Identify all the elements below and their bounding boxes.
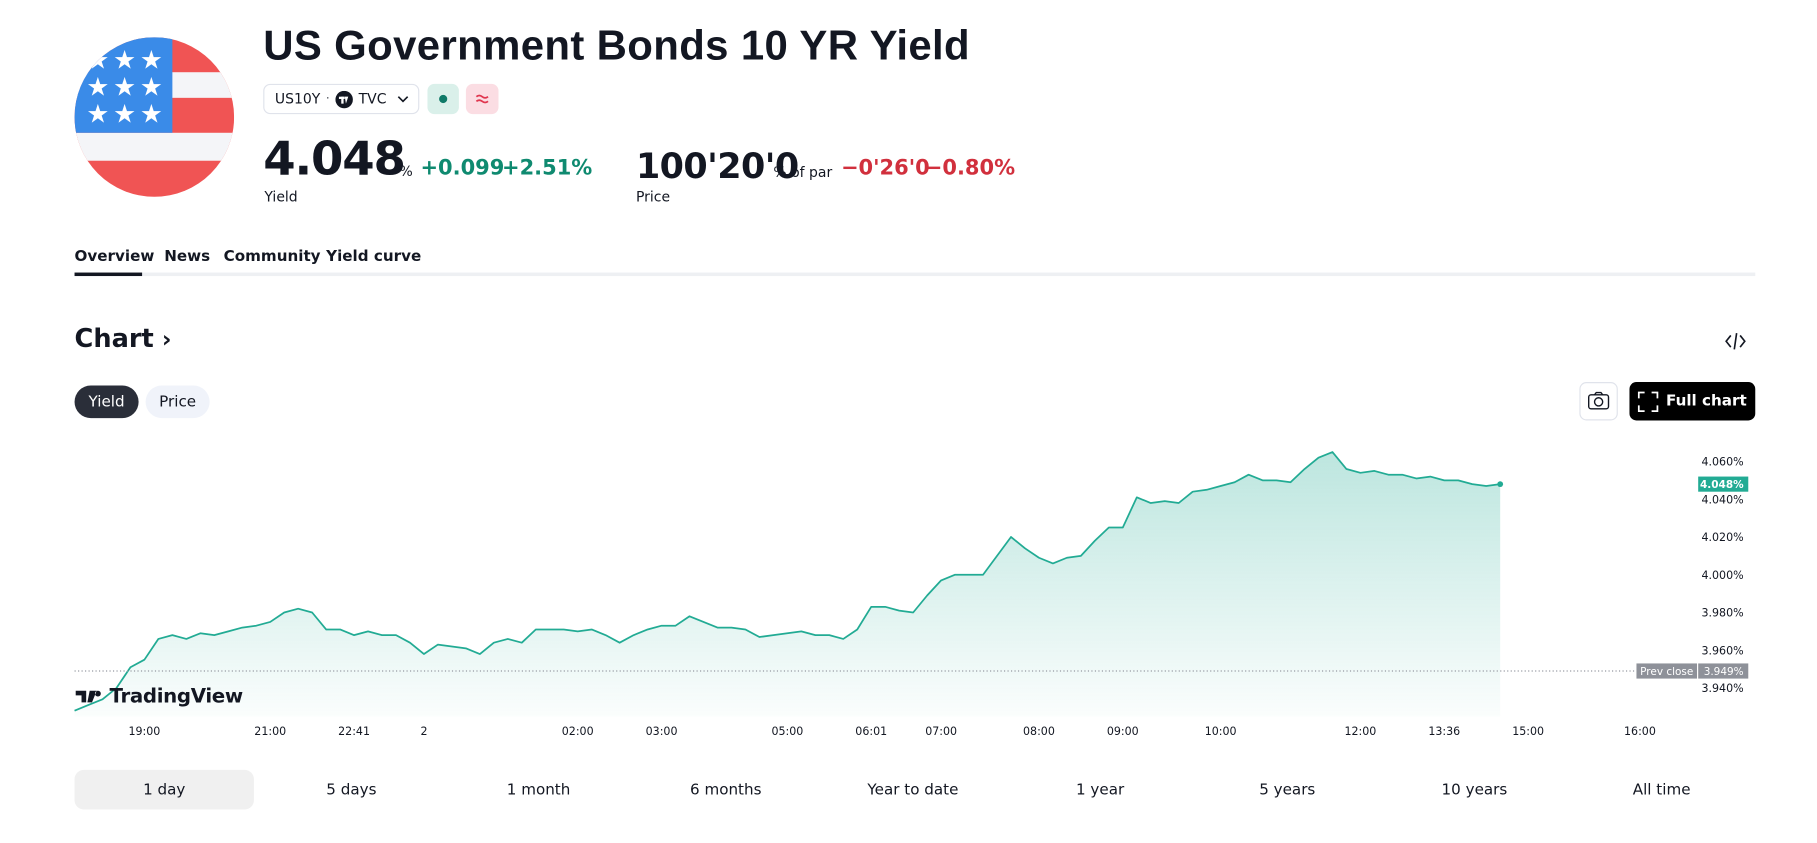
delayed-data[interactable] bbox=[465, 83, 499, 115]
x-tick-label: 19:00 bbox=[129, 725, 161, 738]
prev-close-badge bbox=[1636, 663, 1698, 679]
chart-heading[interactable]: Chart › bbox=[75, 325, 172, 354]
range-button[interactable]: Year to date bbox=[867, 780, 959, 799]
tab-bar bbox=[74, 272, 1756, 277]
line bbox=[74, 451, 1501, 712]
x-tick-label: 21:00 bbox=[254, 725, 286, 738]
toggle-price[interactable]: Price bbox=[145, 385, 210, 419]
symbol-selector[interactable]: US10Y · TVC bbox=[263, 83, 420, 115]
range-button[interactable]: 5 years bbox=[1259, 780, 1316, 799]
tab[interactable]: Overview bbox=[74, 248, 155, 266]
exchange: TVC bbox=[358, 90, 387, 108]
watermark: TradingView bbox=[75, 685, 243, 708]
snapshot-button[interactable] bbox=[1579, 382, 1618, 421]
last-value-label: 4.048% bbox=[1700, 479, 1744, 491]
prev-close-label: 3.949% bbox=[1704, 666, 1744, 678]
tab-active-indicator bbox=[74, 272, 143, 277]
watermark-logo bbox=[75, 690, 101, 703]
last-value-badge bbox=[1698, 476, 1749, 492]
x-tick-label: 12:00 bbox=[1344, 725, 1376, 738]
prev-close-value-badge bbox=[1698, 663, 1749, 679]
range-button[interactable]: 1 day bbox=[74, 769, 254, 810]
y-tick-label: 3.940% bbox=[1701, 682, 1743, 695]
y-tick-label: 4.000% bbox=[1701, 569, 1743, 582]
yield-change-percent: +2.51% bbox=[502, 156, 593, 181]
fullscreen-icon bbox=[1638, 391, 1659, 412]
toggle-label: Yield bbox=[88, 393, 125, 411]
x-tick-label: 07:00 bbox=[925, 725, 957, 738]
yield-change: +0.099 bbox=[420, 156, 505, 181]
svg-text:★: ★ bbox=[86, 73, 109, 103]
range-button[interactable]: 6 months bbox=[689, 780, 762, 799]
price-label: Price bbox=[635, 188, 671, 205]
delayed-icon bbox=[475, 94, 489, 104]
separator: · bbox=[326, 93, 330, 105]
chart-heading-text: Chart bbox=[74, 324, 154, 355]
exchange-logo bbox=[335, 90, 353, 108]
x-tick-label: 03:00 bbox=[646, 725, 678, 738]
full-chart-button[interactable]: Full chart bbox=[1629, 382, 1756, 421]
range-button[interactable]: 1 year bbox=[1075, 780, 1125, 799]
range-button[interactable]: 5 days bbox=[326, 780, 377, 799]
price-unit: % of par bbox=[773, 164, 833, 181]
price-change-percent: −0.80% bbox=[924, 156, 1016, 181]
yield-label: Yield bbox=[264, 188, 298, 205]
toggle-label: Price bbox=[159, 393, 197, 411]
camera-icon bbox=[1588, 391, 1610, 410]
x-tick-label: 02:00 bbox=[562, 725, 594, 738]
svg-text:★: ★ bbox=[113, 99, 136, 129]
x-tick-label: 10:00 bbox=[1205, 725, 1237, 738]
y-tick-label: 3.980% bbox=[1701, 607, 1743, 620]
y-tick-label: 3.960% bbox=[1701, 644, 1743, 657]
status-dot bbox=[439, 94, 448, 104]
x-tick-label: 22:41 bbox=[338, 725, 370, 738]
svg-text:★: ★ bbox=[140, 46, 163, 76]
yield-value: 4.048 bbox=[263, 132, 406, 187]
y-tick-label: 4.040% bbox=[1701, 493, 1743, 506]
market-status[interactable] bbox=[427, 83, 459, 115]
price-value: 100'20'0 bbox=[635, 146, 799, 188]
tab[interactable]: Yield curve bbox=[326, 248, 422, 266]
last-point bbox=[1497, 481, 1504, 488]
range-button[interactable]: 10 years bbox=[1441, 780, 1508, 799]
yield-unit: % bbox=[399, 163, 413, 180]
x-tick-label: 2 bbox=[420, 725, 427, 738]
y-tick-label: 4.060% bbox=[1701, 456, 1743, 469]
tab[interactable]: Community bbox=[223, 248, 321, 266]
range-button[interactable]: 1 month bbox=[506, 780, 571, 799]
flag-icon: ★ ★ ★ ★ ★ ★ ★ ★ ★ bbox=[74, 37, 235, 197]
prev-close-name: Prev close bbox=[1640, 666, 1693, 678]
x-tick-label: 16:00 bbox=[1624, 725, 1656, 738]
symbol: US10Y bbox=[274, 90, 321, 108]
x-tick-label: 15:00 bbox=[1512, 725, 1544, 738]
watermark-text: TradingView bbox=[109, 684, 243, 709]
title: US Government Bonds 10 YR Yield bbox=[263, 20, 971, 69]
x-tick-label: 09:00 bbox=[1107, 725, 1139, 738]
x-tick-label: 05:00 bbox=[771, 725, 803, 738]
area bbox=[74, 452, 1501, 717]
toggle-yield[interactable]: Yield bbox=[74, 385, 139, 419]
y-tick-label: 4.020% bbox=[1701, 531, 1743, 544]
chevron: › bbox=[153, 324, 172, 353]
svg-text:★: ★ bbox=[140, 99, 163, 129]
svg-text:★: ★ bbox=[113, 46, 136, 76]
x-tick-label: 08:00 bbox=[1023, 725, 1055, 738]
full-chart-label: Full chart bbox=[1665, 392, 1747, 410]
x-tick-label: 13:36 bbox=[1428, 725, 1460, 738]
svg-text:★: ★ bbox=[113, 73, 136, 103]
svg-text:★: ★ bbox=[140, 73, 163, 103]
tab[interactable]: News bbox=[164, 248, 211, 266]
svg-text:★: ★ bbox=[86, 99, 109, 129]
chevron bbox=[397, 96, 408, 103]
range-button[interactable]: All time bbox=[1632, 780, 1691, 799]
x-tick-label: 06:01 bbox=[855, 725, 887, 738]
price-change: −0'26'0 bbox=[840, 156, 930, 181]
embed-button[interactable] bbox=[1724, 331, 1747, 352]
